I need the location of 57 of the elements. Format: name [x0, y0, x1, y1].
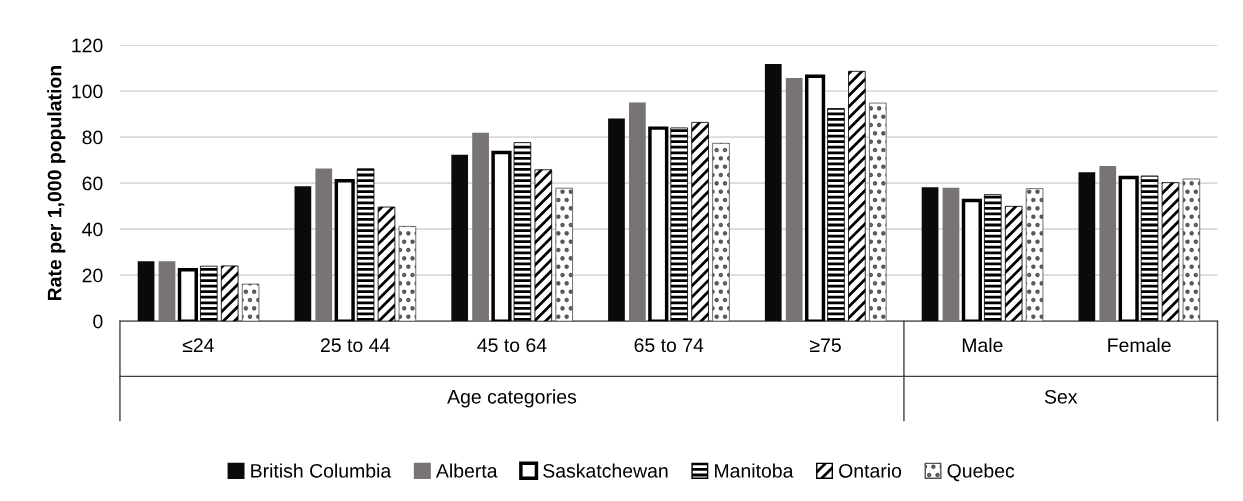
y-tick-label: 40 — [82, 222, 103, 237]
bar — [534, 169, 553, 322]
y-tick-label: 120 — [72, 38, 103, 53]
bar — [1004, 205, 1023, 322]
bar — [984, 194, 1002, 322]
bar — [1099, 166, 1117, 322]
bar — [921, 187, 939, 322]
bar — [137, 261, 155, 322]
text: Age categories — [447, 389, 577, 408]
legend-label: Ontario — [839, 463, 902, 478]
bar — [1182, 178, 1201, 322]
bar — [241, 283, 260, 322]
bar — [608, 118, 625, 322]
y-tick-label: 20 — [82, 268, 103, 283]
bar — [220, 265, 239, 322]
bar — [764, 63, 782, 322]
bar — [691, 121, 709, 322]
y-tick-label: 60 — [82, 176, 103, 191]
bar — [785, 77, 803, 322]
legend-label: British Columbia — [251, 463, 392, 478]
bar — [472, 132, 489, 322]
x-tick-label: ≥75 — [810, 338, 841, 353]
bar — [1078, 172, 1096, 322]
legend-label: Alberta — [435, 463, 498, 478]
x-tick-label: Female — [1108, 337, 1171, 353]
bar — [1161, 182, 1180, 322]
x-tick-label: Male — [962, 337, 1003, 353]
bar — [555, 187, 573, 322]
bar — [942, 187, 960, 322]
y-axis-title: Rate per 1,000 population — [47, 66, 66, 301]
text: Sex — [1044, 389, 1078, 404]
bar — [629, 102, 646, 322]
bar — [1140, 175, 1159, 322]
bar — [377, 206, 396, 322]
bar — [712, 142, 730, 322]
bar — [848, 70, 866, 322]
legend-label: Manitoba — [715, 463, 794, 478]
x-tick-label: 25 to 44 — [320, 338, 390, 353]
x-tick-label: ≤24 — [182, 338, 214, 352]
bar — [398, 225, 417, 322]
bar — [315, 168, 333, 322]
bar — [869, 102, 887, 322]
bar — [827, 108, 845, 322]
bar — [200, 265, 218, 322]
y-tick-label: 100 — [72, 84, 103, 99]
legend-label: Quebec — [947, 463, 1015, 482]
legend-label: Saskatchewan — [543, 463, 668, 478]
x-tick-label: 45 to 64 — [477, 338, 547, 353]
y-tick-label: 0 — [93, 314, 103, 329]
bar — [670, 127, 688, 322]
bar — [1025, 188, 1044, 322]
bar — [356, 168, 375, 322]
bar — [451, 154, 469, 322]
bar — [158, 261, 176, 322]
bar — [294, 186, 312, 322]
y-tick-label: 80 — [82, 130, 103, 145]
x-tick-label: 65 to 74 — [634, 338, 704, 353]
